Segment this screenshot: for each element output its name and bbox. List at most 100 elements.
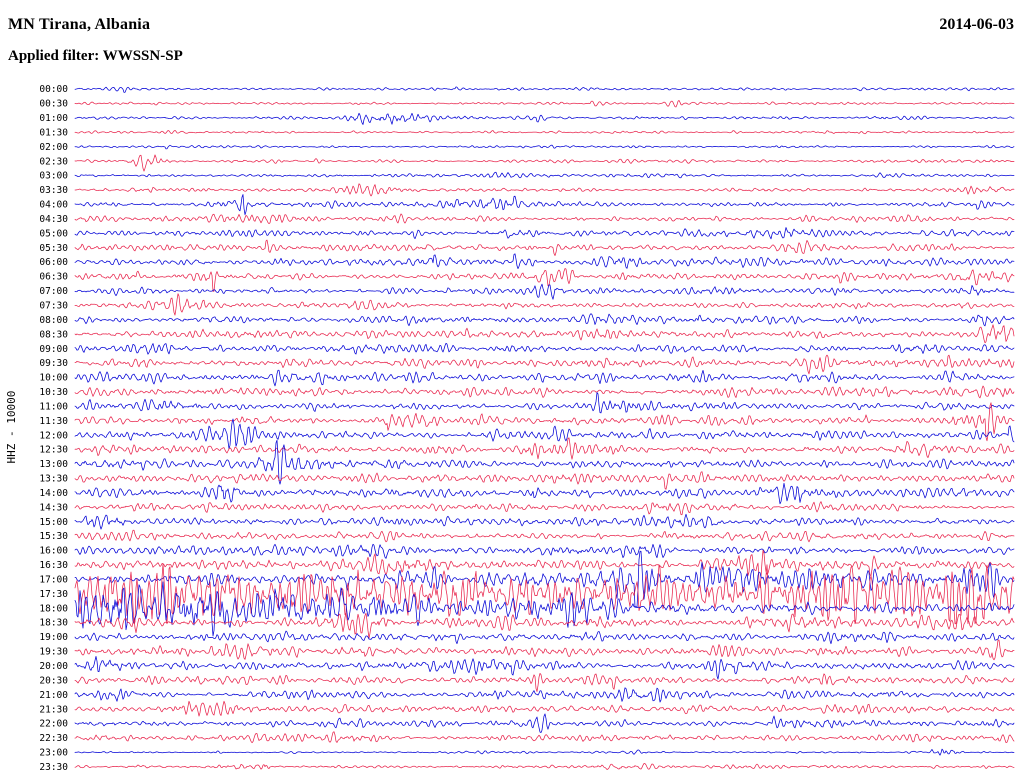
trace-row-2100 <box>74 687 1015 703</box>
time-label: 05:00 <box>39 228 68 239</box>
station-title: MN Tirana, Albania <box>8 16 151 33</box>
trace-row-1400 <box>74 482 1015 505</box>
trace-row-0800 <box>74 313 1015 327</box>
trace-row-2000 <box>74 656 1015 680</box>
time-label: 20:30 <box>39 675 68 686</box>
trace-row-1130 <box>74 402 1015 442</box>
time-label: 10:00 <box>39 373 68 384</box>
time-label: 13:30 <box>39 474 68 485</box>
trace-row-1200 <box>74 418 1015 450</box>
time-label: 16:30 <box>39 560 68 571</box>
time-label: 14:00 <box>39 488 68 499</box>
time-label: 06:30 <box>39 272 68 283</box>
trace-row-1900 <box>74 630 1015 645</box>
time-label: 02:00 <box>39 142 68 153</box>
time-label: 08:30 <box>39 329 68 340</box>
trace-row-0230 <box>74 154 1015 172</box>
trace-row-0830 <box>74 324 1015 344</box>
time-label: 09:30 <box>39 358 68 369</box>
time-label: 23:00 <box>39 748 68 759</box>
trace-row-1500 <box>74 513 1015 530</box>
trace-row-0100 <box>74 112 1015 125</box>
time-label: 11:30 <box>39 416 68 427</box>
trace-row-2300 <box>74 748 1015 756</box>
trace-row-2130 <box>74 700 1015 717</box>
time-label: 10:30 <box>39 387 68 398</box>
time-label: 16:00 <box>39 546 68 557</box>
filter-label: Applied filter: WWSSN-SP <box>8 48 183 64</box>
trace-row-1430 <box>74 501 1015 516</box>
time-label: 20:00 <box>39 661 68 672</box>
time-label: 07:30 <box>39 301 68 312</box>
trace-row-1730 <box>74 563 1015 625</box>
time-label: 18:00 <box>39 603 68 614</box>
trace-row-0200 <box>74 144 1015 150</box>
time-label: 04:30 <box>39 214 68 225</box>
time-label: 15:30 <box>39 531 68 542</box>
time-label: 18:30 <box>39 618 68 629</box>
trace-row-2330 <box>74 763 1015 770</box>
time-label: 19:30 <box>39 647 68 658</box>
time-label: 12:00 <box>39 430 68 441</box>
trace-row-0930 <box>74 354 1015 375</box>
time-label: 13:00 <box>39 459 68 470</box>
time-label: 21:30 <box>39 704 68 715</box>
time-label: 14:30 <box>39 502 68 513</box>
trace-row-2030 <box>74 673 1015 692</box>
time-label: 22:30 <box>39 733 68 744</box>
time-label: 11:00 <box>39 401 68 412</box>
trace-row-0000 <box>74 86 1015 93</box>
trace-row-0430 <box>74 213 1015 224</box>
time-label: 19:00 <box>39 632 68 643</box>
trace-row-0530 <box>74 239 1015 256</box>
time-label: 00:00 <box>39 84 68 95</box>
time-label: 08:00 <box>39 315 68 326</box>
trace-row-1830 <box>74 612 1015 639</box>
time-label: 01:30 <box>39 128 68 139</box>
time-label: 04:00 <box>39 200 68 211</box>
time-label: 17:30 <box>39 589 68 600</box>
time-label: 22:00 <box>39 719 68 730</box>
trace-row-1330 <box>74 471 1015 490</box>
trace-row-2200 <box>74 713 1015 733</box>
trace-row-1800 <box>74 581 1015 637</box>
time-label: 05:30 <box>39 243 68 254</box>
time-label: 00:30 <box>39 99 68 110</box>
time-label: 03:00 <box>39 171 68 182</box>
trace-row-0330 <box>74 183 1015 197</box>
time-label: 15:00 <box>39 517 68 528</box>
trace-row-1030 <box>74 385 1015 399</box>
trace-row-1630 <box>74 549 1015 589</box>
trace-row-0300 <box>74 171 1015 179</box>
plot-date: 2014-06-03 <box>939 16 1014 33</box>
trace-row-0630 <box>74 268 1015 292</box>
trace-row-0900 <box>74 342 1015 355</box>
time-label: 23:30 <box>39 762 68 773</box>
trace-row-0030 <box>74 100 1015 108</box>
time-label: 01:00 <box>39 113 68 124</box>
time-label: 17:00 <box>39 575 68 586</box>
time-label: 06:00 <box>39 257 68 268</box>
trace-row-1000 <box>74 369 1015 387</box>
trace-row-2230 <box>74 731 1015 744</box>
trace-row-0130 <box>74 130 1015 135</box>
time-label: 21:00 <box>39 690 68 701</box>
time-label: 09:00 <box>39 344 68 355</box>
trace-row-1100 <box>74 392 1015 414</box>
trace-row-0400 <box>74 194 1015 216</box>
trace-row-0600 <box>74 253 1015 269</box>
trace-row-0500 <box>74 227 1015 240</box>
time-label: 12:30 <box>39 445 68 456</box>
trace-row-1930 <box>74 639 1015 661</box>
time-label: 03:30 <box>39 185 68 196</box>
trace-row-1530 <box>74 529 1015 543</box>
trace-row-1600 <box>74 543 1015 559</box>
time-label: 02:30 <box>39 156 68 167</box>
time-label: 07:00 <box>39 286 68 297</box>
trace-row-1230 <box>74 437 1015 460</box>
trace-row-0700 <box>74 283 1015 300</box>
trace-row-0730 <box>74 293 1015 316</box>
trace-row-1300 <box>74 439 1015 485</box>
